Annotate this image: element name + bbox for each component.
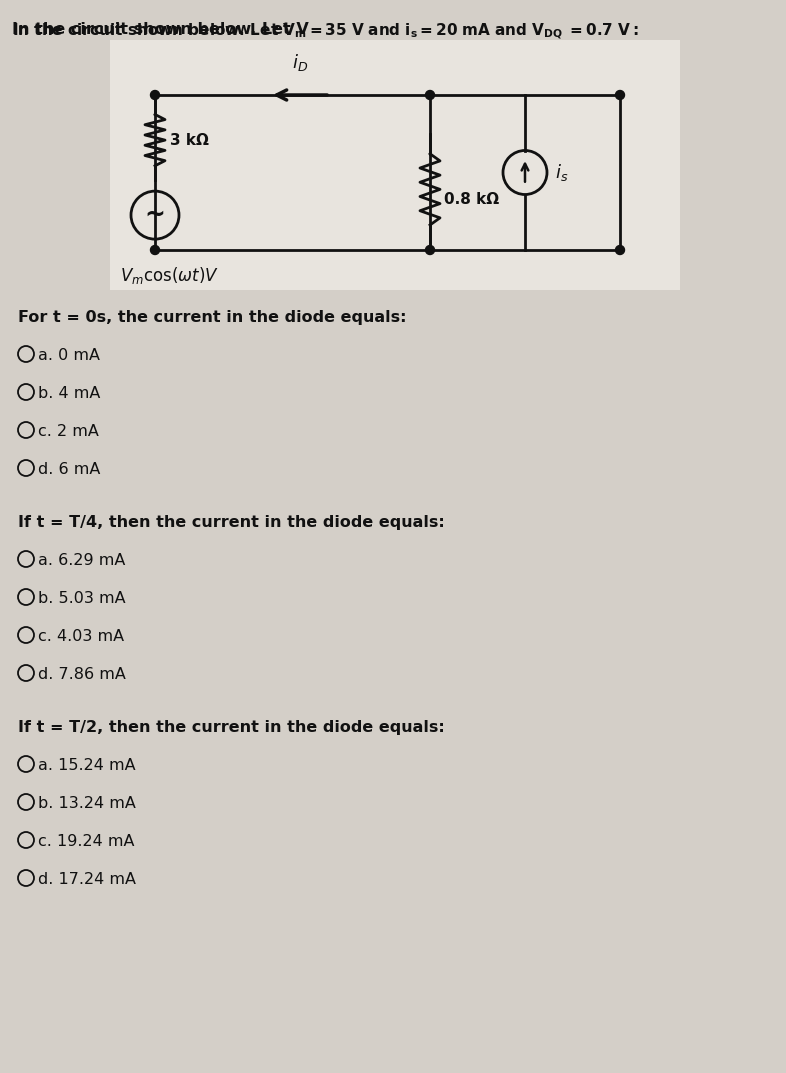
Text: d. 17.24 mA: d. 17.24 mA — [38, 872, 136, 887]
Text: $i_D$: $i_D$ — [292, 52, 308, 73]
Text: c. 2 mA: c. 2 mA — [38, 424, 99, 439]
Text: In the circuit shown below. Let $\mathbf{V_m}$$\mathbf{=35\ V}$$\mathbf{\ and\ i: In the circuit shown below. Let $\mathbf… — [12, 23, 639, 42]
Circle shape — [150, 246, 160, 254]
Text: 3 kΩ: 3 kΩ — [170, 133, 209, 148]
Text: a. 15.24 mA: a. 15.24 mA — [38, 758, 136, 773]
Text: In the circuit shown below. Let V: In the circuit shown below. Let V — [12, 23, 309, 36]
Text: ~: ~ — [145, 203, 165, 227]
FancyBboxPatch shape — [110, 40, 680, 290]
Text: b. 13.24 mA: b. 13.24 mA — [38, 796, 136, 811]
Text: c. 19.24 mA: c. 19.24 mA — [38, 834, 134, 849]
Text: 0.8 kΩ: 0.8 kΩ — [444, 192, 499, 207]
Text: d. 6 mA: d. 6 mA — [38, 462, 101, 477]
Circle shape — [615, 246, 625, 254]
Text: $V_m\mathrm{cos}(\omega t)V$: $V_m\mathrm{cos}(\omega t)V$ — [120, 265, 219, 286]
Text: a. 6.29 mA: a. 6.29 mA — [38, 553, 126, 568]
Circle shape — [425, 90, 435, 100]
Text: For t = 0s, the current in the diode equals:: For t = 0s, the current in the diode equ… — [18, 310, 406, 325]
Text: b. 5.03 mA: b. 5.03 mA — [38, 591, 126, 606]
Text: $i_s$: $i_s$ — [555, 162, 568, 183]
Text: If t = T/4, then the current in the diode equals:: If t = T/4, then the current in the diod… — [18, 515, 445, 530]
Text: If t = T/2, then the current in the diode equals:: If t = T/2, then the current in the diod… — [18, 720, 445, 735]
Circle shape — [615, 90, 625, 100]
Text: d. 7.86 mA: d. 7.86 mA — [38, 667, 126, 682]
Text: b. 4 mA: b. 4 mA — [38, 386, 101, 401]
Text: c. 4.03 mA: c. 4.03 mA — [38, 629, 124, 644]
Circle shape — [150, 90, 160, 100]
Circle shape — [425, 246, 435, 254]
Text: a. 0 mA: a. 0 mA — [38, 348, 100, 363]
